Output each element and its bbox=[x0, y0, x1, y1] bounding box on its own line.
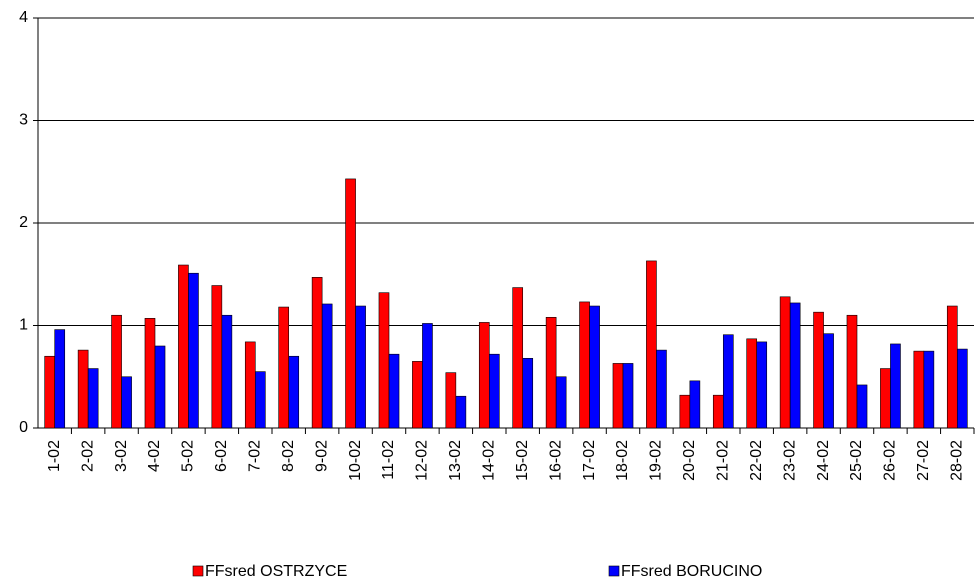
bar bbox=[87, 368, 99, 429]
x-tick-label: 16-02 bbox=[547, 440, 564, 481]
bar bbox=[144, 318, 156, 429]
bar bbox=[779, 296, 791, 429]
x-tick-label: 27-02 bbox=[915, 440, 932, 481]
x-tick-label: 8-02 bbox=[280, 440, 297, 472]
x-tick-label: 1-02 bbox=[46, 440, 63, 472]
x-tick-label: 14-02 bbox=[481, 440, 498, 481]
x-tick-label: 15-02 bbox=[514, 440, 531, 481]
bar bbox=[545, 316, 557, 429]
bar bbox=[54, 329, 66, 429]
x-tick-label: 6-02 bbox=[213, 440, 230, 472]
bar bbox=[712, 394, 724, 429]
bar bbox=[188, 272, 199, 429]
bar bbox=[813, 311, 824, 429]
bar bbox=[278, 306, 290, 429]
bar bbox=[445, 372, 457, 429]
bar bbox=[321, 303, 333, 429]
bar bbox=[488, 353, 500, 429]
bar bbox=[679, 394, 691, 429]
bar bbox=[345, 178, 356, 429]
bar bbox=[178, 264, 189, 429]
x-tick-label: 10-02 bbox=[347, 440, 364, 481]
bar bbox=[44, 355, 56, 429]
bar bbox=[154, 345, 166, 429]
y-tick-label: 0 bbox=[19, 419, 28, 436]
bar bbox=[77, 349, 89, 429]
legend-label: FFsred BORUCINO bbox=[621, 563, 762, 580]
bar bbox=[455, 395, 467, 429]
y-tick-label: 4 bbox=[19, 9, 28, 26]
legend-label: FFsred OSTRZYCE bbox=[205, 563, 347, 580]
x-tick-label: 7-02 bbox=[247, 440, 264, 472]
bar bbox=[722, 334, 734, 429]
bar bbox=[856, 384, 868, 429]
bar bbox=[412, 361, 423, 429]
x-tick-label: 11-02 bbox=[380, 440, 397, 480]
bar bbox=[378, 292, 390, 429]
x-tick-label: 3-02 bbox=[113, 440, 130, 472]
bar bbox=[689, 380, 701, 429]
x-tick-label: 18-02 bbox=[614, 440, 631, 481]
x-tick-label: 4-02 bbox=[146, 440, 163, 472]
legend-swatch bbox=[608, 565, 620, 577]
bar bbox=[589, 305, 600, 429]
bar bbox=[478, 322, 490, 429]
bar bbox=[522, 357, 534, 429]
bar bbox=[913, 350, 925, 429]
bar bbox=[956, 348, 968, 429]
x-tick-label: 22-02 bbox=[748, 440, 765, 481]
bar bbox=[946, 305, 958, 429]
bar bbox=[422, 323, 433, 429]
bar bbox=[646, 260, 657, 429]
bar bbox=[756, 341, 768, 429]
bar bbox=[746, 338, 758, 429]
y-tick-label: 1 bbox=[19, 317, 28, 334]
bar bbox=[846, 314, 858, 429]
bar bbox=[789, 302, 801, 429]
bar bbox=[288, 355, 300, 429]
bar bbox=[311, 277, 323, 429]
bar bbox=[244, 341, 256, 429]
x-tick-label: 20-02 bbox=[681, 440, 698, 481]
x-tick-label: 17-02 bbox=[581, 440, 598, 481]
bar bbox=[622, 363, 634, 429]
bar bbox=[579, 301, 590, 429]
bar bbox=[254, 371, 266, 429]
bar bbox=[121, 376, 132, 429]
x-tick-label: 25-02 bbox=[848, 440, 865, 481]
x-tick-label: 12-02 bbox=[414, 440, 431, 481]
x-tick-label: 13-02 bbox=[447, 440, 464, 481]
bar bbox=[211, 285, 223, 429]
bar bbox=[880, 368, 891, 429]
legend-swatch bbox=[192, 565, 204, 577]
bar bbox=[612, 363, 624, 429]
bar bbox=[111, 314, 122, 429]
x-tick-label: 5-02 bbox=[180, 440, 197, 472]
x-tick-label: 26-02 bbox=[882, 440, 899, 481]
bar bbox=[555, 376, 567, 429]
bar bbox=[355, 305, 366, 429]
bar bbox=[512, 287, 524, 429]
bar bbox=[923, 350, 935, 429]
bar bbox=[823, 333, 834, 429]
bar bbox=[890, 343, 901, 429]
x-tick-label: 21-02 bbox=[715, 440, 732, 481]
bar bbox=[221, 314, 233, 429]
x-tick-label: 28-02 bbox=[949, 440, 966, 481]
y-tick-label: 3 bbox=[19, 112, 28, 129]
x-tick-label: 19-02 bbox=[648, 440, 665, 481]
bar bbox=[388, 353, 400, 429]
bar bbox=[656, 349, 667, 429]
x-tick-label: 9-02 bbox=[313, 440, 330, 472]
x-tick-label: 2-02 bbox=[79, 440, 96, 472]
x-tick-label: 23-02 bbox=[781, 440, 798, 481]
y-tick-label: 2 bbox=[19, 214, 28, 231]
x-tick-label: 24-02 bbox=[815, 440, 832, 481]
